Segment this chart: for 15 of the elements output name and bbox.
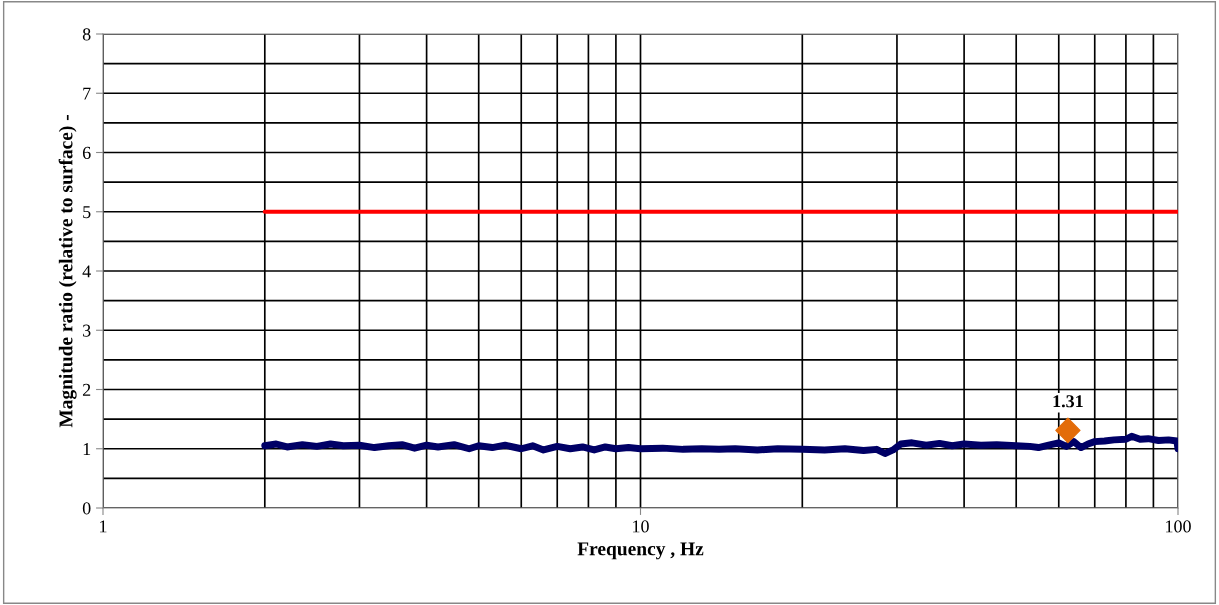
y-tick-label: 5 bbox=[83, 206, 91, 219]
x-axis-title: Frequency , Hz bbox=[577, 542, 704, 560]
y-tick-label: 1 bbox=[83, 443, 91, 456]
y-tick-label: 7 bbox=[83, 87, 91, 100]
y-tick-label: 6 bbox=[82, 146, 91, 159]
y-tick-label: 2 bbox=[82, 383, 91, 396]
data-label: 1.31 bbox=[1053, 395, 1083, 408]
y-tick-label: 8 bbox=[82, 28, 91, 41]
y-tick-label: 4 bbox=[82, 265, 91, 278]
y-tick-label: 3 bbox=[83, 324, 91, 337]
x-tick-label: 10 bbox=[633, 520, 649, 533]
y-axis-title: Magnitude ratio (relative to surface) - bbox=[58, 115, 77, 428]
x-tick-label: 1 bbox=[100, 520, 107, 533]
y-tick-label: 0 bbox=[82, 502, 91, 515]
x-tick-label: 100 bbox=[1166, 520, 1191, 533]
